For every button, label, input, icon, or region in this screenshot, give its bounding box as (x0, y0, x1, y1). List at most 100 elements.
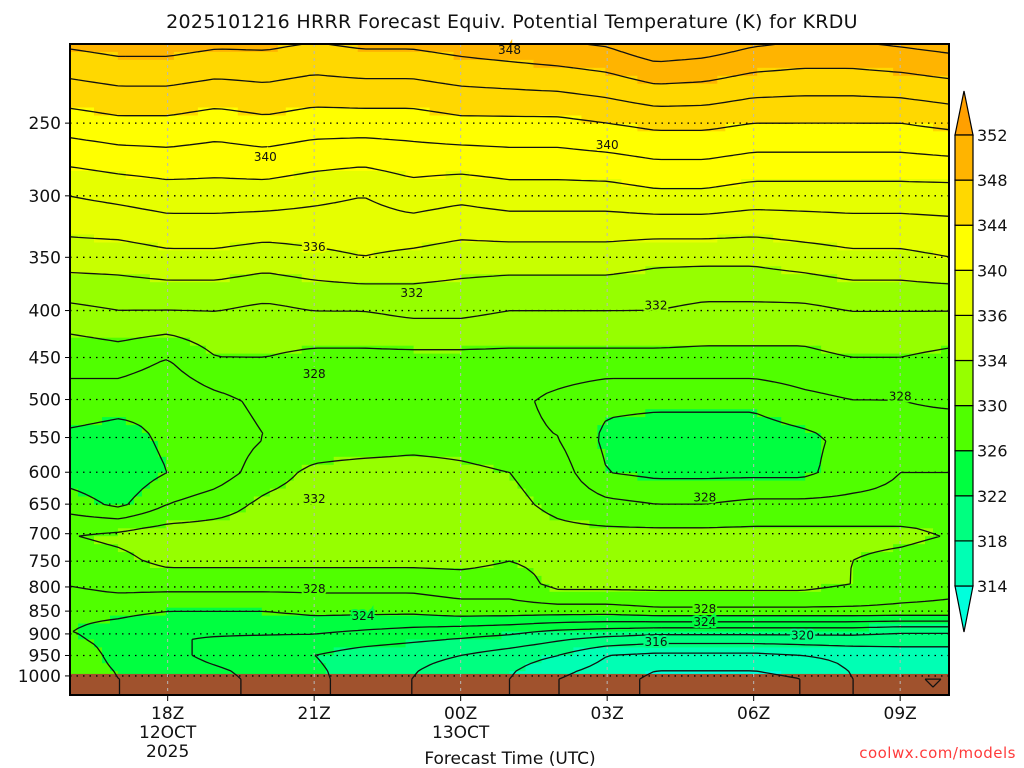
colorbar-swatch (954, 179, 974, 226)
contour-fill-cell (70, 353, 950, 363)
colorbar-swatch (954, 405, 974, 452)
contour-fill-cell (805, 425, 950, 434)
x-tick-label: 06Z (737, 704, 770, 724)
contour-fill-cell (70, 655, 103, 664)
contour-line-332 (69, 301, 949, 320)
contour-fill-cell (805, 472, 950, 482)
contour-fill-cell (125, 417, 607, 426)
contour-fill-cell (493, 464, 606, 474)
contour-fill-cell (533, 59, 950, 69)
x-tick-label: 12OCT (139, 723, 197, 743)
contour-fill-cell (597, 433, 822, 442)
contour-fill-cell (70, 321, 950, 331)
contour-fill-cell (70, 107, 95, 116)
contour-fill-cell (70, 99, 950, 109)
contour-fill-cell (821, 441, 950, 450)
contour-line-336 (69, 236, 950, 258)
contour-fill-cell (605, 417, 782, 426)
contour-fill-cell (70, 250, 359, 259)
colorbar-label: 340 (977, 261, 1008, 280)
colorbar-label: 344 (977, 216, 1008, 235)
contour-fill-cell (717, 75, 950, 85)
colorbar-swatch (954, 314, 974, 362)
contour-fill-cell (70, 409, 646, 418)
contour-fill-cell (70, 575, 543, 585)
y-tick-label: 1000 (18, 667, 61, 687)
contour-fill-cell (493, 560, 519, 569)
contour-fill-cell (285, 480, 519, 490)
contour-line-346 (69, 74, 950, 107)
contour-fill-cell (70, 647, 103, 656)
contour-lines (69, 43, 950, 695)
contour-fill-cell (333, 456, 463, 466)
contour-fill-cell (70, 583, 551, 593)
x-tick-label: 13OCT (432, 723, 490, 743)
contour-fill-cell (821, 464, 950, 474)
contour-fill-cell (605, 456, 822, 466)
colorbar-max-arrow (954, 90, 974, 136)
contour-label: 320 (791, 629, 814, 643)
contour-fill-cell (229, 242, 311, 251)
contour-fill-cell (637, 472, 806, 482)
x-tick-label: 09Z (884, 704, 917, 724)
colorbar-label: 326 (977, 442, 1008, 461)
contour-fill-cell (581, 115, 950, 124)
contour-fill-cell (301, 345, 415, 355)
contour-fill-cell (869, 623, 950, 632)
contour-fill-cell (853, 568, 950, 577)
contour-fill-cell (301, 274, 463, 283)
contour-fill-cell (70, 131, 950, 140)
contour-fill-cell (149, 480, 287, 490)
contour-fill-cell (70, 179, 622, 188)
contour-line-344 (69, 106, 950, 132)
contour-fill-cell (70, 615, 111, 625)
y-tick-label: 250 (29, 114, 61, 134)
colorbar-label: 334 (977, 352, 1008, 371)
contour-fill-cell (110, 615, 950, 625)
contour-fill-cell (453, 51, 950, 61)
contour-fill-cell (94, 496, 135, 505)
contour-fill-cell (821, 345, 942, 355)
contour-line-324 (191, 620, 949, 695)
colorbar-swatch (954, 495, 974, 542)
contour-fill-cell (821, 448, 950, 458)
contour-fill-cell (94, 536, 926, 545)
y-tick-label: 500 (29, 391, 61, 411)
contour-fill-cell (893, 544, 950, 553)
y-tick-label: 600 (29, 463, 61, 483)
contour-fill-cell (70, 568, 535, 577)
contour-label: 328 (693, 602, 716, 616)
contour-label: 324 (693, 615, 716, 629)
contour-fill-cell (549, 583, 822, 593)
contour-line-348 (69, 43, 950, 85)
filled-contours (70, 44, 950, 696)
contour-fill-cell (357, 44, 950, 53)
contour-fill-cell (893, 67, 950, 77)
contour-fill-cell (70, 139, 950, 148)
contour-fill-cell (165, 456, 335, 466)
contour-fill-cell (605, 67, 758, 77)
contour-fill-cell (621, 179, 742, 188)
contour-fill-cell (197, 107, 239, 116)
contour-fill-cell (757, 409, 950, 418)
colorbar-label: 330 (977, 397, 1008, 416)
contour-fill-cell (757, 67, 894, 77)
contour-fill-cell (261, 607, 950, 617)
colorbar-label: 322 (977, 487, 1008, 506)
contour-fill-cell (70, 385, 950, 394)
contour-fill-cell (70, 91, 950, 101)
x-tick-label: 03Z (591, 704, 624, 724)
contour-fill-cell (70, 512, 231, 521)
contour-fill-cell (70, 258, 950, 267)
contour-fill-cell (70, 202, 950, 212)
contour-fill-cell (70, 369, 950, 378)
contour-fill-cell (70, 552, 135, 561)
contour-fill-cell (70, 591, 950, 601)
contour-fill-cell (141, 425, 598, 434)
contour-fill-cell (102, 647, 335, 656)
contour-fill-cell (70, 599, 950, 609)
contour-fill-cell (70, 163, 950, 172)
y-tick-label: 400 (29, 302, 61, 322)
contour-fill-cell (253, 496, 535, 505)
contour-fill-cell (293, 472, 511, 482)
